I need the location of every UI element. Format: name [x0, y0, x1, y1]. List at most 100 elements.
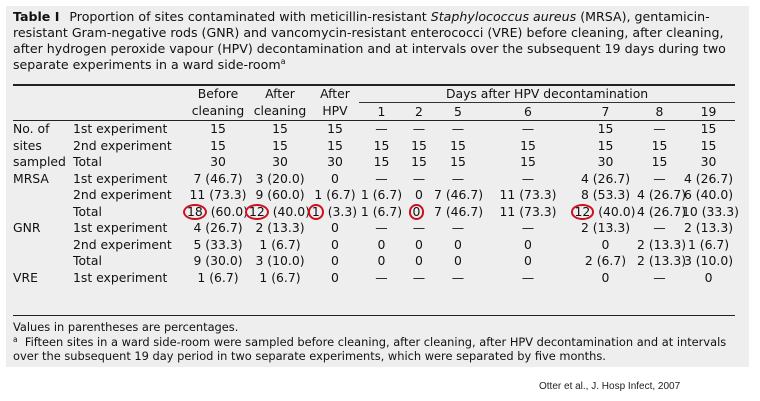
table-cell: — [653, 269, 666, 285]
table-row: 2nd experiment 11 (73.3) 9 (60.0) 1 (6.7) 1 … [13, 187, 735, 204]
table-panel [6, 6, 749, 367]
table-cell: 2 (13.3) [255, 220, 305, 236]
table-cell: 0 [704, 269, 713, 285]
table-row: MRSA 1st experiment 7 (46.7) 3 (20.0) 0 — — — — 4… [13, 171, 735, 188]
table-cell: — [521, 220, 535, 236]
table-cell: 1 (6.7) [259, 269, 301, 285]
table-cell: 15 [373, 137, 390, 153]
caption-species-italic: Staphylococcus aureus [430, 9, 577, 24]
table-cell: 1 (6.7) [360, 203, 403, 219]
table-cell: 4 (26.7) [580, 170, 631, 186]
table-cell: 15 [210, 121, 226, 137]
table-cell: 30 [597, 154, 614, 170]
header-after-hpv: After [320, 85, 350, 101]
row-label: Total [73, 154, 102, 170]
table-cell: 4 (26.7) [637, 203, 687, 219]
table-cell: 5 (33.3) [193, 236, 243, 252]
table-cell: — [451, 269, 465, 285]
table-footnotes: Values in parentheses are percentages. a… [13, 320, 745, 364]
group-label: No. of [13, 121, 50, 137]
table-bottom-rule [13, 315, 735, 316]
table-row: Total 9 (30.0) 3 (10.0) 0 0 0 0 0 2 (6.7) 2 (13.3… [13, 253, 735, 270]
table-cell: 30 [327, 154, 343, 170]
table-row: 2nd experiment 5 (33.3) 1 (6.7) 0 0 0 0 0 0 2 (13… [13, 237, 735, 254]
table-cell: 15 [597, 137, 614, 153]
table-cell: 15 [373, 154, 390, 170]
cell-percentage: (40.0) [268, 203, 310, 219]
table-cell: 4 (26.7) [683, 170, 734, 186]
group-label [13, 187, 73, 204]
table-cell: 0 [524, 236, 532, 252]
table-cell: 3 (10.0) [255, 253, 305, 269]
table-body: No. of 1st experiment 15 15 15— — — —15—15 sites… [13, 121, 739, 287]
group-label: GNR [13, 220, 41, 236]
table-cell: 3 (20.0) [255, 170, 305, 186]
table-cell: 1 (6.7) [687, 236, 730, 252]
table-cell: 9 (60.0) [255, 187, 305, 203]
table-cell: 2 (13.3) [637, 253, 687, 269]
table-cell: — [412, 121, 426, 137]
table-cell: 11 (73.3) [189, 187, 247, 203]
highlight-circle: 18 [183, 203, 207, 220]
footnote-a-marker: a [13, 334, 18, 344]
row-label: Total [73, 253, 102, 269]
header-after-cleaning: After [265, 85, 295, 101]
table-cell: 12 (40.0) [570, 203, 637, 221]
table-cell: 1 (6.7) [360, 187, 403, 203]
table-cell: 4 (26.7) [193, 220, 243, 236]
footnote-a: a Fifteen sites in a ward side-room were… [13, 335, 745, 364]
header-day: 1 [359, 102, 404, 121]
table-cell: 15 [272, 121, 288, 137]
table-cell: 15 [272, 137, 288, 153]
table-cell: 2 (6.7) [584, 253, 627, 269]
table-row: sites 2nd experiment 15 15 15 15 15 15 15 15 15 15 [13, 138, 735, 155]
table-cell: 11 (73.3) [499, 187, 557, 203]
group-label [13, 204, 73, 221]
table-cell: 0 [524, 253, 532, 269]
highlight-circle: 12 [245, 203, 269, 220]
header-day: 8 [637, 102, 682, 121]
table-cell: 15 [651, 154, 668, 170]
group-label: sites [13, 137, 42, 153]
group-label [13, 253, 73, 270]
table-cell: 12 (40.0) [245, 203, 311, 221]
table-cell: 0 [601, 236, 610, 252]
table-cell: 15 [520, 137, 536, 153]
table-cell: 8 (53.3) [580, 187, 631, 203]
table-row: Total 18 (60.0) 12 (40.0) 1 (3.3) 1 (6.7) 0 7 … [13, 203, 739, 221]
table-row: GNR 1st experiment 4 (26.7) 2 (13.3) 0 — — — — 2 … [13, 220, 735, 237]
table-cell: 0 [601, 269, 610, 285]
table-cell: 18 (60.0) [183, 203, 249, 221]
table-cell: 3 (10.0) [683, 253, 734, 269]
table-cell: 0 [415, 187, 423, 203]
table-cell: 0 [454, 253, 462, 269]
table-cell: 6 (40.0) [683, 187, 734, 203]
table-cell: 0 [331, 269, 339, 285]
table-cell: — [451, 121, 465, 137]
row-label: 1st experiment [73, 121, 168, 137]
table-cell: — [521, 121, 535, 137]
table-cell: 0 [331, 170, 339, 186]
table-cell: 9 (30.0) [193, 253, 243, 269]
contamination-table: Before After After Days after HPV decont… [13, 85, 739, 287]
table-cell: — [653, 170, 666, 186]
table-cell: 15 [327, 121, 343, 137]
header-days-after-hpv: Days after HPV decontamination [359, 85, 736, 103]
table-cell: 15 [651, 137, 668, 153]
table-cell: 2 (13.3) [637, 236, 687, 252]
header-day: 6 [482, 102, 574, 121]
table-cell: — [412, 269, 426, 285]
table-cell: 7 (46.7) [434, 187, 484, 203]
row-label: 1st experiment [73, 220, 168, 236]
row-label: 1st experiment [73, 269, 168, 285]
table-cell: 0 [415, 236, 423, 252]
cell-percentage: (60.0) [206, 203, 248, 219]
table-cell: 11 (73.3) [499, 203, 557, 219]
row-label: 2nd experiment [73, 236, 172, 252]
header-after-cleaning-2: cleaning [249, 102, 311, 121]
row-label: Total [73, 203, 102, 219]
table-cell: 15 [597, 121, 614, 137]
table-cell: 2 (13.3) [580, 220, 631, 236]
table-cell: 30 [700, 154, 717, 170]
table-cell: 15 [450, 154, 466, 170]
